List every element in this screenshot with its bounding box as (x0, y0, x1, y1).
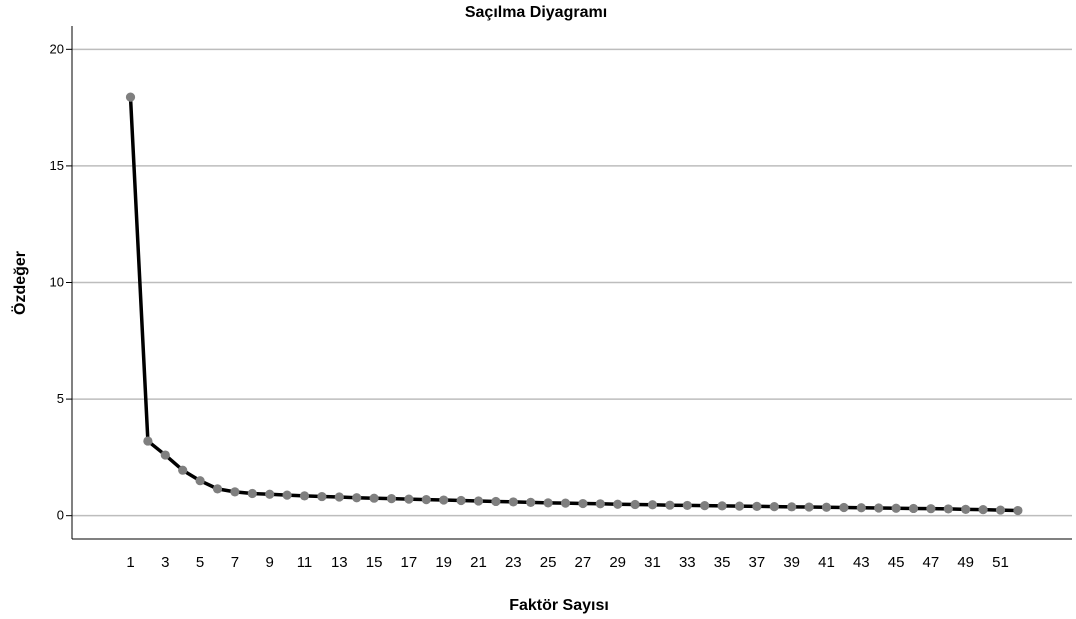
y-tick-label: 5 (57, 391, 64, 406)
data-point-36 (734, 501, 745, 511)
x-tick-label: 21 (470, 554, 487, 571)
x-tick-label: 13 (331, 554, 348, 571)
data-point-24 (526, 497, 536, 507)
data-point-50 (978, 505, 988, 515)
data-point-3 (160, 450, 170, 460)
gridlines (72, 48, 1072, 517)
data-point-40 (804, 502, 814, 512)
data-point-35 (717, 501, 727, 511)
x-tick-label: 25 (540, 554, 557, 571)
x-tick-label: 29 (609, 554, 626, 571)
x-tick-label: 9 (266, 554, 274, 571)
data-point-10 (282, 490, 292, 500)
y-axis-ticks: 0 5 10 15 20 (50, 41, 72, 523)
y-axis-title: Özdeğer (10, 251, 29, 315)
data-point-38 (769, 501, 779, 512)
data-point-20 (456, 495, 466, 506)
x-tick-label: 43 (853, 554, 870, 571)
data-point-19 (439, 495, 449, 505)
data-point-52 (1013, 505, 1023, 516)
x-tick-label: 11 (297, 554, 313, 571)
data-point-2 (143, 436, 153, 446)
data-point-27 (578, 498, 588, 509)
data-point-44 (874, 503, 884, 513)
data-point-14 (352, 493, 362, 503)
data-point-43 (856, 503, 866, 513)
x-tick-label: 35 (714, 554, 731, 571)
y-tick-label: 15 (50, 158, 64, 173)
data-point-4 (178, 465, 188, 475)
series-markers (125, 92, 1023, 516)
data-point-29 (613, 499, 623, 509)
data-point-30 (630, 499, 640, 510)
data-point-49 (961, 504, 971, 514)
data-point-13 (334, 492, 344, 502)
x-tick-label: 45 (888, 554, 905, 571)
x-tick-label: 49 (957, 554, 974, 571)
data-point-45 (891, 503, 901, 513)
x-tick-label: 41 (818, 554, 835, 571)
y-tick-label: 0 (57, 508, 64, 523)
data-point-18 (421, 494, 431, 505)
data-point-34 (700, 501, 710, 511)
x-tick-label: 7 (231, 554, 239, 571)
x-tick-label: 23 (505, 554, 522, 571)
data-point-8 (247, 488, 257, 499)
x-tick-label: 15 (366, 554, 383, 571)
x-axis-ticks: 1 3 5 7 9 11 13 15 17 19 21 23 25 27 29 31 33 35 37 39 41 43 4… (126, 554, 1009, 571)
data-point-7 (230, 487, 240, 497)
x-axis-title: Faktör Sayısı (509, 597, 609, 614)
series-eigenvalues (128, 97, 1018, 513)
data-point-12 (317, 491, 327, 502)
data-point-32 (665, 500, 675, 510)
x-tick-label: 1 (126, 554, 134, 571)
data-point-39 (787, 502, 797, 512)
data-point-26 (560, 498, 571, 508)
data-point-1 (125, 92, 136, 102)
data-point-47 (926, 504, 936, 514)
data-point-21 (473, 496, 484, 506)
data-point-5 (195, 476, 205, 486)
x-tick-label: 47 (923, 554, 940, 571)
data-point-6 (212, 484, 223, 494)
x-tick-label: 19 (435, 554, 452, 571)
data-point-16 (386, 494, 397, 504)
x-tick-label: 33 (679, 554, 696, 571)
series-line (128, 97, 1018, 513)
data-point-48 (943, 504, 953, 514)
y-tick-label: 20 (50, 41, 64, 56)
data-point-51 (995, 505, 1006, 515)
data-point-25 (543, 498, 553, 508)
x-tick-label: 51 (992, 554, 1009, 571)
x-tick-label: 3 (161, 554, 169, 571)
x-tick-label: 31 (644, 554, 661, 571)
data-point-33 (682, 500, 692, 511)
data-point-23 (508, 497, 518, 507)
data-point-22 (491, 496, 501, 507)
data-point-17 (404, 494, 414, 504)
data-point-41 (821, 502, 832, 512)
x-tick-label: 37 (749, 554, 766, 571)
data-point-31 (647, 500, 658, 510)
data-point-28 (595, 499, 605, 509)
x-tick-label: 39 (783, 554, 800, 571)
chart-title: Saçılma Diyagramı (465, 4, 607, 21)
data-point-42 (839, 502, 849, 513)
data-point-46 (908, 503, 919, 514)
x-tick-label: 27 (575, 554, 592, 571)
y-tick-label: 10 (50, 275, 64, 290)
data-point-15 (369, 493, 379, 503)
data-point-11 (299, 491, 310, 501)
data-point-9 (265, 489, 275, 499)
data-point-37 (752, 501, 762, 511)
x-tick-label: 17 (401, 554, 418, 571)
x-tick-label: 5 (196, 554, 204, 571)
